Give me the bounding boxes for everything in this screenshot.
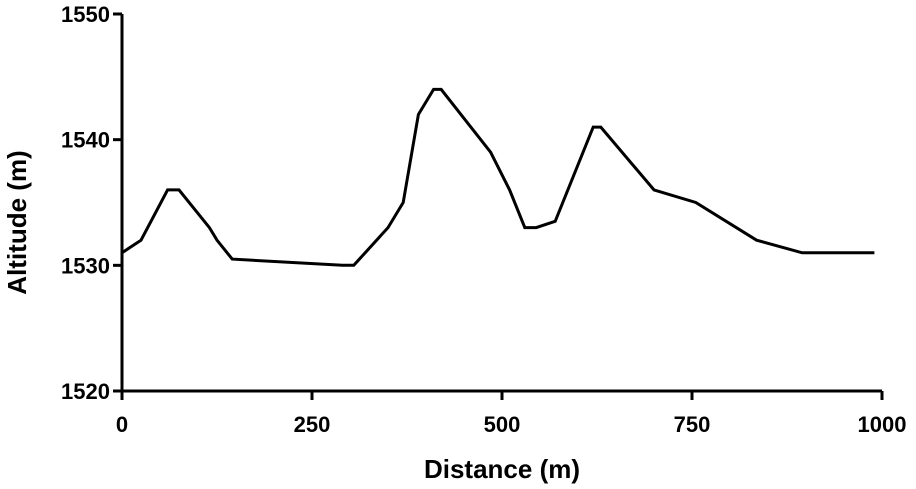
- x-tick-label: 750: [674, 412, 711, 437]
- y-tick-label: 1520: [61, 379, 110, 404]
- x-axis-title: Distance (m): [424, 454, 580, 484]
- x-tick-label: 1000: [858, 412, 907, 437]
- series-group: [121, 87, 875, 267]
- y-axis-title: Altitude (m): [2, 150, 32, 294]
- x-tick-label: 500: [484, 412, 521, 437]
- x-tick-label: 0: [116, 412, 128, 437]
- x-ticks: 0 250 500 750 1000: [116, 391, 907, 437]
- y-ticks: 1520 1530 1540 1550: [61, 2, 122, 404]
- y-tick-label: 1550: [61, 2, 110, 27]
- axes: [120, 14, 882, 393]
- x-tick-label: 250: [294, 412, 331, 437]
- altitude-profile-line: [121, 87, 875, 267]
- y-tick-label: 1540: [61, 128, 110, 153]
- y-tick-label: 1530: [61, 253, 110, 278]
